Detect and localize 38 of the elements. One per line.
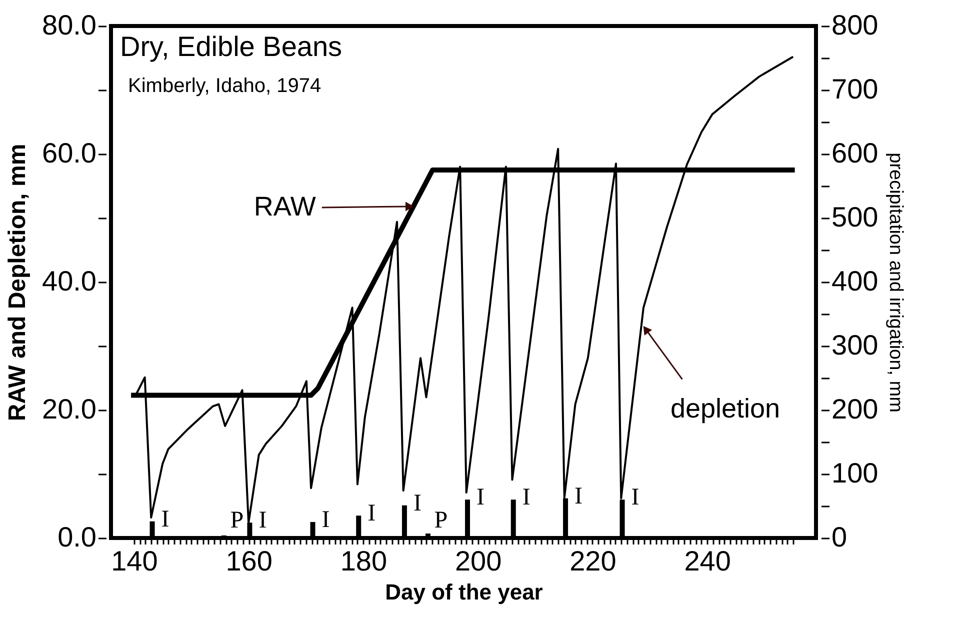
- data-label: I: [368, 500, 376, 527]
- data-label: I: [161, 506, 170, 532]
- y2-tick-label: 100: [832, 458, 878, 488]
- y2-tick-label: 500: [832, 202, 878, 232]
- annotation: depletion: [670, 393, 780, 424]
- y2-tick-label: 700: [832, 74, 878, 104]
- x-tick-label: 220: [570, 546, 616, 576]
- x-tick-label: 160: [226, 546, 272, 576]
- x-tick-label: 140: [111, 546, 158, 576]
- y2-tick-label: 0: [832, 522, 848, 552]
- data-label: I: [258, 508, 267, 534]
- data-label: I: [476, 484, 485, 511]
- y2-tick-label: 200: [832, 394, 878, 424]
- y-tick-label: 20.0: [42, 394, 96, 424]
- x-axis-title: Day of the year: [385, 580, 544, 604]
- text: Kimberly, Idaho, 1974: [128, 75, 322, 97]
- data-label: P: [230, 508, 244, 534]
- y-tick-label: 0.0: [58, 522, 96, 552]
- x-tick-label: 200: [454, 546, 502, 576]
- y2-tick-label: 600: [832, 138, 878, 168]
- y2-axis-title: precipitation and irrigation, mm: [885, 152, 906, 412]
- y2-tick-label: 400: [832, 266, 878, 296]
- y-axis-title: RAW and Depletion, mm: [4, 144, 32, 422]
- y2-tick-label: 800: [832, 10, 878, 40]
- data-label: I: [322, 507, 330, 533]
- chart-title: Dry, Edible Beans: [120, 31, 342, 62]
- y-tick-label: 40.0: [42, 266, 96, 296]
- data-label: P: [434, 508, 448, 534]
- data-label: I: [574, 483, 583, 510]
- y-tick-label: 80.0: [42, 10, 96, 40]
- y2-tick-label: 300: [832, 330, 878, 360]
- x-tick-label: 180: [340, 546, 388, 576]
- annotation: RAW: [254, 191, 316, 222]
- y-tick-label: 60.0: [42, 138, 96, 168]
- data-label: I: [522, 484, 530, 511]
- data-label: I: [631, 484, 640, 511]
- x-tick-label: 240: [684, 546, 731, 576]
- data-label: I: [413, 490, 422, 516]
